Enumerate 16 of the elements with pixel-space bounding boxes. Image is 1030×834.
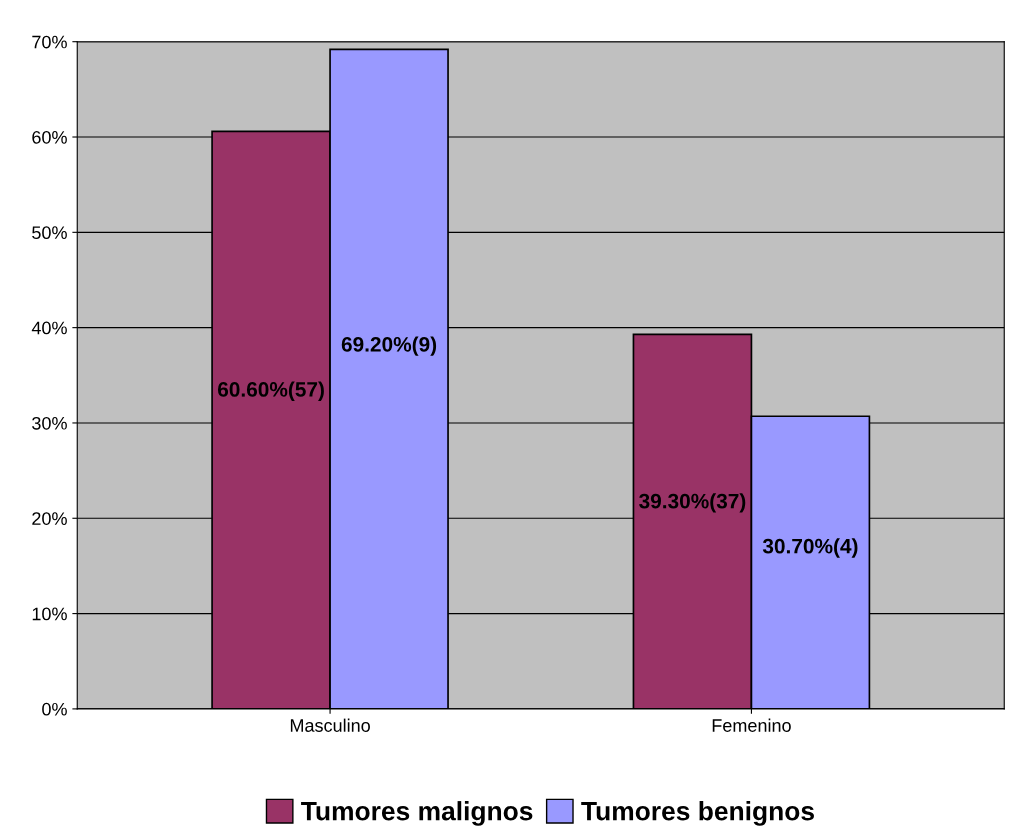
y-tick-label: 50% bbox=[32, 226, 67, 240]
y-tick-label: 30% bbox=[32, 416, 67, 430]
data-label: 39.30%(37) bbox=[639, 493, 746, 513]
x-tick-label: Femenino bbox=[712, 718, 791, 732]
x-tick-label: Masculino bbox=[290, 718, 370, 732]
data-label: 30.70%(4) bbox=[762, 538, 858, 558]
y-tick-label: 10% bbox=[32, 607, 67, 621]
y-tick-label: 60% bbox=[32, 130, 67, 144]
y-tick-label: 40% bbox=[31, 321, 67, 335]
y-tick-label: 20% bbox=[32, 512, 67, 525]
data-label: 60.60%(57) bbox=[217, 381, 324, 401]
y-tick-label: 70% bbox=[32, 35, 67, 49]
legend-label: Tumores malignos bbox=[301, 801, 533, 826]
y-tick-label: 0% bbox=[42, 702, 67, 716]
legend-label: Tumores benignos bbox=[581, 801, 814, 826]
data-label: 69.20%(9) bbox=[341, 336, 437, 356]
